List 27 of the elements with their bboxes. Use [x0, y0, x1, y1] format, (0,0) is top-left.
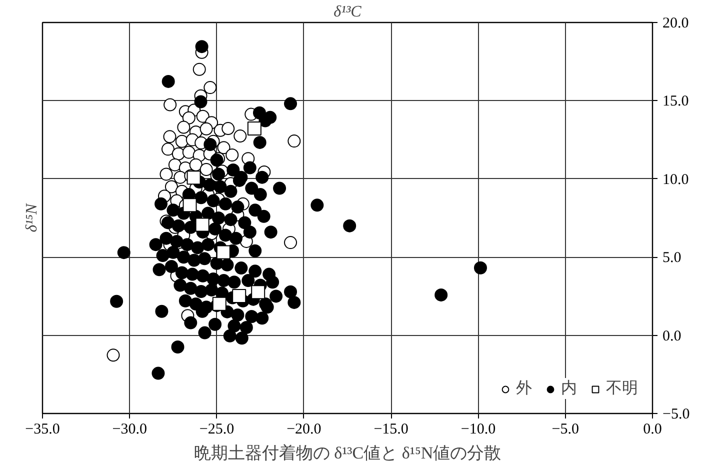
y-axis-title: δ¹⁵N: [24, 202, 40, 232]
point: [195, 218, 210, 232]
point: [186, 170, 201, 185]
x-tick-label: −5.0: [552, 422, 579, 438]
point: [182, 198, 197, 212]
x-tick-label: −30.0: [112, 422, 148, 438]
x-tick-label: −20.0: [286, 422, 322, 438]
legend-label: 内: [561, 378, 578, 399]
y-tick-label: 20.0: [662, 16, 689, 32]
y-tick-label: 10.0: [662, 172, 689, 188]
legend-label: 外: [516, 379, 533, 399]
legend-label: 不明: [606, 379, 638, 399]
x-axis-title: δ¹³C: [334, 4, 362, 20]
y-tick-label: 5.0: [662, 250, 682, 266]
x-tick-label: −35.0: [25, 422, 60, 438]
y-tick-label: 15.0: [662, 94, 689, 110]
y-tick-label: 0.0: [662, 328, 682, 344]
point: [212, 296, 226, 311]
x-tick-label: −10.0: [460, 422, 496, 438]
point: [216, 245, 230, 260]
y-tick-label: −5.0: [662, 406, 690, 422]
point: [232, 289, 246, 304]
point: [251, 285, 266, 300]
x-tick-label: −25.0: [199, 422, 234, 438]
x-tick-label: −15.0: [374, 422, 408, 438]
x-tick-label: 0.0: [643, 422, 662, 438]
text: 晩期土器付着物の δ¹³C値と δ¹⁵N値の分散: [194, 444, 502, 462]
